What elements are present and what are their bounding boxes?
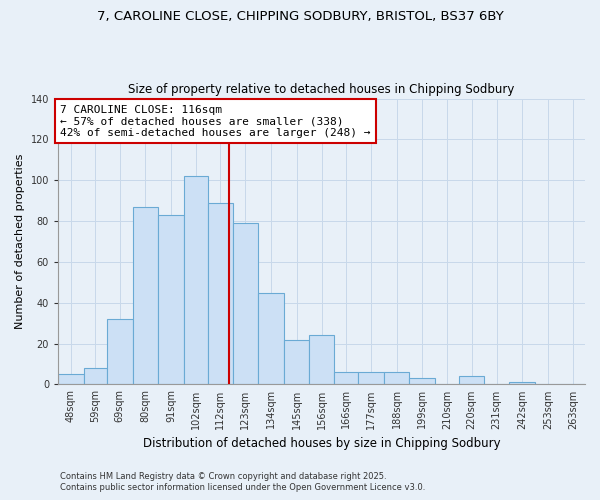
Bar [158, 215, 184, 384]
Bar [334, 372, 358, 384]
Bar [208, 202, 233, 384]
Bar [58, 374, 83, 384]
Bar [509, 382, 535, 384]
Bar [460, 376, 484, 384]
X-axis label: Distribution of detached houses by size in Chipping Sodbury: Distribution of detached houses by size … [143, 437, 500, 450]
Bar [233, 223, 258, 384]
Y-axis label: Number of detached properties: Number of detached properties [15, 154, 25, 329]
Text: 7, CAROLINE CLOSE, CHIPPING SODBURY, BRISTOL, BS37 6BY: 7, CAROLINE CLOSE, CHIPPING SODBURY, BRI… [97, 10, 503, 23]
Bar [107, 319, 133, 384]
Bar [409, 378, 435, 384]
Bar [184, 176, 208, 384]
Bar [358, 372, 384, 384]
Title: Size of property relative to detached houses in Chipping Sodbury: Size of property relative to detached ho… [128, 83, 515, 96]
Bar [258, 292, 284, 384]
Bar [83, 368, 107, 384]
Text: Contains HM Land Registry data © Crown copyright and database right 2025.
Contai: Contains HM Land Registry data © Crown c… [60, 472, 425, 492]
Bar [310, 336, 334, 384]
Bar [384, 372, 409, 384]
Bar [133, 207, 158, 384]
Bar [284, 340, 310, 384]
Text: 7 CAROLINE CLOSE: 116sqm
← 57% of detached houses are smaller (338)
42% of semi-: 7 CAROLINE CLOSE: 116sqm ← 57% of detach… [61, 104, 371, 138]
